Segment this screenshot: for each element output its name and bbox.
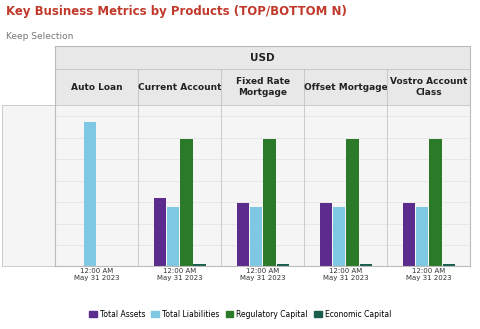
Bar (167, 207, 180, 266)
Bar (193, 264, 206, 266)
Bar (180, 139, 192, 266)
Bar (84, 122, 96, 266)
Text: Current Account: Current Account (138, 83, 221, 92)
Bar (320, 203, 332, 266)
Bar (346, 139, 359, 266)
Bar (403, 203, 415, 266)
Bar (263, 139, 276, 266)
Text: USD: USD (251, 53, 275, 63)
Text: Keep Selection: Keep Selection (6, 32, 73, 41)
Text: Vostro Account
Class: Vostro Account Class (390, 78, 468, 97)
Legend: Total Assets, Total Liabilities, Regulatory Capital, Economic Capital: Total Assets, Total Liabilities, Regulat… (86, 307, 394, 322)
Bar (333, 207, 346, 266)
Bar (360, 264, 372, 266)
Bar (237, 203, 249, 266)
Text: Fixed Rate
Mortgage: Fixed Rate Mortgage (236, 78, 290, 97)
Text: Key Business Metrics by Products (TOP/BOTTOM N): Key Business Metrics by Products (TOP/BO… (6, 5, 347, 18)
Bar (416, 207, 429, 266)
Text: Offset Mortgage: Offset Mortgage (304, 83, 388, 92)
Bar (429, 139, 442, 266)
Bar (250, 207, 263, 266)
Bar (276, 264, 289, 266)
Bar (443, 264, 455, 266)
Bar (154, 198, 166, 266)
Text: Auto Loan: Auto Loan (71, 83, 122, 92)
